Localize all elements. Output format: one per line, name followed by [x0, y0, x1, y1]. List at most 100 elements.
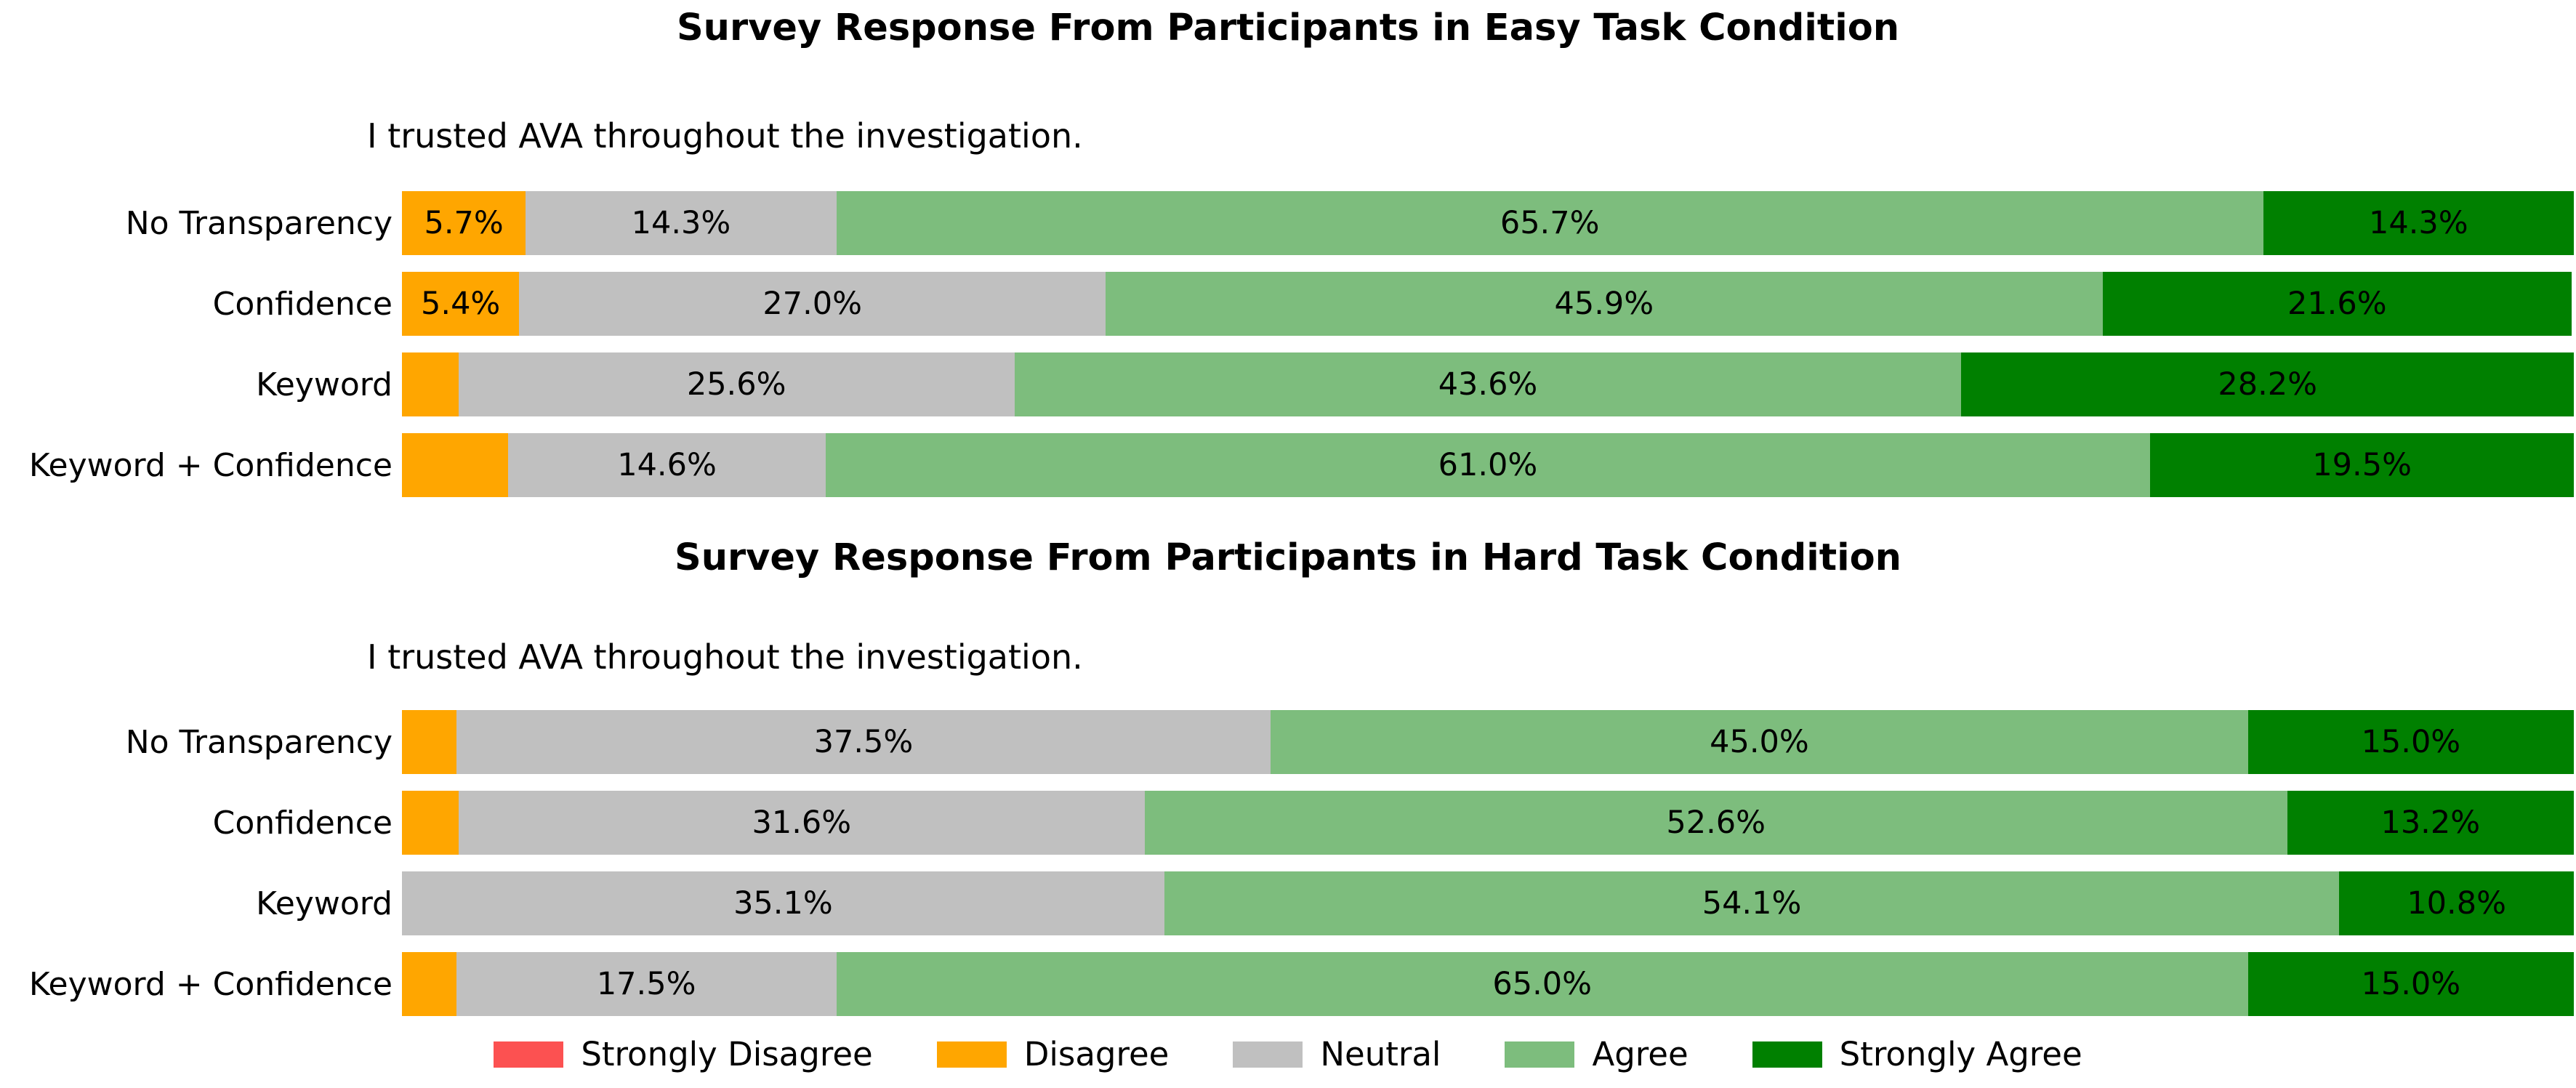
category-label: Keyword + Confidence: [28, 965, 393, 1003]
bar-segment-agree: 54.1%: [1164, 871, 2340, 935]
segment-value-label: 45.9%: [1554, 286, 1654, 322]
segment-value-label: 25.6%: [686, 366, 786, 403]
segment-value-label: 13.2%: [2380, 805, 2481, 841]
bar-segment-neutral: 14.6%: [508, 433, 826, 497]
segment-value-label: 14.6%: [617, 447, 717, 483]
segment-value-label: 5.4%: [421, 286, 501, 322]
bar-segment-strongly_agree: 28.2%: [1961, 352, 2574, 416]
segment-value-label: 10.8%: [2407, 885, 2506, 922]
bar-segment-neutral: 35.1%: [402, 871, 1164, 935]
legend-label: Neutral: [1320, 1035, 1441, 1073]
bar-row: No Transparency 5.7% 14.3% 65.7% 14.3%: [0, 191, 2576, 255]
bar-row: Keyword 35.1% 54.1% 10.8%: [0, 871, 2576, 935]
bar-segment-disagree: [402, 791, 459, 855]
category-label: Keyword: [256, 884, 393, 922]
legend-item-agree: Agree: [1505, 1035, 1689, 1073]
segment-value-label: 31.6%: [752, 805, 852, 841]
bar-track: 14.6% 61.0% 19.5%: [402, 433, 2574, 497]
bar-row: Keyword + Confidence 17.5% 65.0% 15.0%: [0, 952, 2576, 1016]
bar-track: 25.6% 43.6% 28.2%: [402, 352, 2574, 416]
segment-value-label: 5.7%: [424, 205, 504, 241]
segment-value-label: 14.3%: [2369, 205, 2468, 241]
bar-segment-disagree: [402, 352, 459, 416]
bar-segment-agree: 43.6%: [1014, 352, 1962, 416]
segment-value-label: 14.3%: [631, 205, 731, 241]
bar-segment-agree: 45.0%: [1271, 710, 2248, 774]
bar-segment-disagree: [402, 710, 456, 774]
bar-rows: No Transparency 5.7% 14.3% 65.7% 14.3% Confid…: [0, 191, 2576, 497]
legend-label: Disagree: [1023, 1035, 1170, 1073]
segment-value-label: 15.0%: [2361, 724, 2461, 760]
chart-subtitle: I trusted AVA throughout the investigati…: [367, 637, 1083, 677]
chart-title: Survey Response From Participants in Eas…: [676, 7, 1900, 49]
bar-row: No Transparency 37.5% 45.0% 15.0%: [0, 710, 2576, 774]
easy-task-chart: Survey Response From Participants in Eas…: [0, 0, 2576, 497]
category-label: No Transparency: [125, 723, 393, 761]
legend-swatch-disagree: [936, 1041, 1007, 1068]
bar-segment-strongly_agree: 15.0%: [2247, 952, 2574, 1016]
bar-track: 5.7% 14.3% 65.7% 14.3%: [402, 191, 2574, 255]
bar-segment-strongly_agree: 21.6%: [2102, 272, 2572, 336]
bar-segment-strongly_agree: 10.8%: [2339, 871, 2574, 935]
bar-segment-strongly_agree: 13.2%: [2287, 791, 2574, 855]
bar-rows: No Transparency 37.5% 45.0% 15.0% Confidence…: [0, 710, 2576, 1016]
bar-segment-neutral: 27.0%: [519, 272, 1106, 336]
segment-value-label: 65.7%: [1500, 205, 1600, 241]
legend-swatch-strongly_agree: [1752, 1041, 1822, 1068]
bar-segment-agree: 65.0%: [836, 952, 2248, 1016]
legend-label: Strongly Disagree: [581, 1035, 873, 1073]
segment-value-label: 43.6%: [1438, 366, 1538, 403]
bar-segment-neutral: 31.6%: [458, 791, 1145, 855]
bar-segment-neutral: 17.5%: [456, 952, 837, 1016]
segment-value-label: 54.1%: [1702, 885, 1802, 922]
bar-segment-strongly_agree: 15.0%: [2247, 710, 2574, 774]
segment-value-label: 45.0%: [1710, 724, 1809, 760]
segment-value-label: 17.5%: [596, 966, 696, 1002]
legend-swatch-neutral: [1233, 1041, 1303, 1068]
bar-row: Confidence 31.6% 52.6% 13.2%: [0, 791, 2576, 855]
bar-track: 17.5% 65.0% 15.0%: [402, 952, 2574, 1016]
bar-track: 5.4% 27.0% 45.9% 21.6%: [402, 272, 2574, 336]
category-label: Keyword + Confidence: [28, 446, 393, 484]
bar-segment-disagree: [402, 952, 456, 1016]
bar-row: Confidence 5.4% 27.0% 45.9% 21.6%: [0, 272, 2576, 336]
legend-item-disagree: Disagree: [936, 1035, 1170, 1073]
bar-row: Keyword + Confidence 14.6% 61.0% 19.5%: [0, 433, 2576, 497]
legend-swatch-strongly_disagree: [494, 1041, 564, 1068]
bar-track: 37.5% 45.0% 15.0%: [402, 710, 2574, 774]
bar-track: 31.6% 52.6% 13.2%: [402, 791, 2574, 855]
bar-segment-agree: 52.6%: [1144, 791, 2287, 855]
bar-segment-agree: 65.7%: [836, 191, 2263, 255]
bar-segment-agree: 45.9%: [1106, 272, 2103, 336]
bar-row: Keyword 25.6% 43.6% 28.2%: [0, 352, 2576, 416]
legend-label: Strongly Agree: [1839, 1035, 2082, 1073]
bar-track: 35.1% 54.1% 10.8%: [402, 871, 2574, 935]
bar-segment-disagree: 5.4%: [402, 272, 520, 336]
category-label: No Transparency: [125, 204, 393, 242]
segment-value-label: 52.6%: [1666, 805, 1766, 841]
legend: Strongly Disagree Disagree Neutral Agree Str…: [0, 1035, 2576, 1073]
segment-value-label: 61.0%: [1438, 447, 1538, 483]
bar-segment-neutral: 25.6%: [458, 352, 1015, 416]
legend-item-strongly_disagree: Strongly Disagree: [494, 1035, 873, 1073]
hard-task-chart: Survey Response From Participants in Har…: [0, 536, 2576, 1016]
segment-value-label: 15.0%: [2361, 966, 2461, 1002]
segment-value-label: 65.0%: [1492, 966, 1592, 1002]
bar-segment-neutral: 14.3%: [526, 191, 837, 255]
legend-item-strongly_agree: Strongly Agree: [1752, 1035, 2082, 1073]
bar-segment-disagree: 5.7%: [402, 191, 526, 255]
bar-segment-agree: 61.0%: [825, 433, 2151, 497]
segment-value-label: 19.5%: [2312, 447, 2412, 483]
legend-label: Agree: [1592, 1035, 1689, 1073]
legend-swatch-agree: [1505, 1041, 1575, 1068]
legend-item-neutral: Neutral: [1233, 1035, 1441, 1073]
bar-segment-strongly_agree: 14.3%: [2263, 191, 2574, 255]
category-label: Confidence: [212, 285, 393, 323]
chart-title: Survey Response From Participants in Har…: [674, 536, 1901, 579]
category-label: Confidence: [212, 804, 393, 842]
bar-segment-neutral: 37.5%: [456, 710, 1271, 774]
segment-value-label: 37.5%: [813, 724, 914, 760]
category-label: Keyword: [256, 366, 393, 403]
segment-value-label: 27.0%: [762, 286, 863, 322]
